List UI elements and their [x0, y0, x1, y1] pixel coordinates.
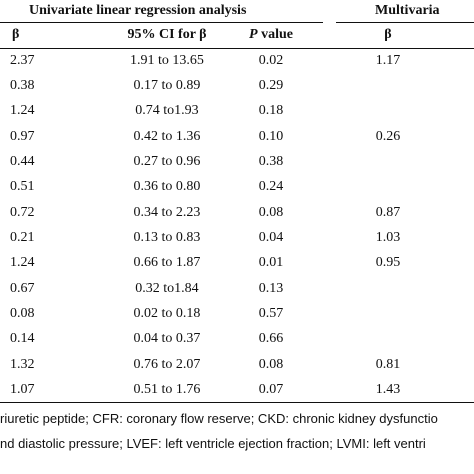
table-row: 0.97 0.42 to 1.36 0.10 0.26	[0, 126, 474, 151]
column-header-multivariate-beta: β	[384, 27, 392, 42]
cell-p-value: 0.07	[258, 382, 284, 397]
cell-beta: 1.24	[10, 255, 35, 270]
cell-multivariate-beta: 1.17	[375, 53, 401, 68]
cell-ci: 1.91 to 13.65	[130, 53, 204, 68]
cell-p-value: 0.02	[258, 53, 284, 68]
cell-beta: 0.72	[10, 205, 35, 220]
cell-multivariate-beta: 0.81	[375, 357, 401, 372]
cell-beta: 0.67	[10, 281, 35, 296]
footnote-line-1: riuretic peptide; CFR: coronary flow res…	[0, 411, 438, 426]
table-row: 0.72 0.34 to 2.23 0.08 0.87	[0, 202, 474, 227]
cell-p-value: 0.18	[258, 103, 284, 118]
table-row: 0.21 0.13 to 0.83 0.04 1.03	[0, 227, 474, 252]
multivariate-group-title: Multivaria	[375, 3, 440, 18]
p-value-suffix: value	[257, 27, 293, 42]
cell-multivariate-beta: 0.95	[375, 255, 401, 270]
column-header-beta: β	[12, 27, 20, 42]
cell-p-value: 0.66	[258, 331, 284, 346]
cell-p-value: 0.08	[258, 357, 284, 372]
cell-ci: 0.74 to1.93	[135, 103, 199, 118]
cell-p-value: 0.08	[258, 205, 284, 220]
cell-p-value: 0.24	[258, 179, 284, 194]
cell-multivariate-beta: 1.43	[375, 382, 401, 397]
cell-beta: 0.44	[10, 154, 35, 169]
cell-ci: 0.27 to 0.96	[133, 154, 201, 169]
cell-ci: 0.76 to 2.07	[133, 357, 201, 372]
table-row: 2.37 1.91 to 13.65 0.02 1.17	[0, 50, 474, 75]
cell-beta: 0.38	[10, 78, 35, 93]
cell-multivariate-beta: 0.26	[375, 129, 401, 144]
cell-ci: 0.36 to 0.80	[133, 179, 201, 194]
table-row: 0.44 0.27 to 0.96 0.38	[0, 151, 474, 176]
cell-multivariate-beta: 1.03	[375, 230, 401, 245]
cell-beta: 1.32	[10, 357, 35, 372]
column-header-ci: 95% CI for β	[127, 27, 207, 42]
cell-p-value: 0.13	[258, 281, 284, 296]
cell-beta: 0.51	[10, 179, 35, 194]
header-bottom-rule	[0, 48, 474, 49]
cell-ci: 0.66 to 1.87	[133, 255, 201, 270]
cell-p-value: 0.10	[258, 129, 284, 144]
cell-beta: 0.08	[10, 306, 35, 321]
cell-beta: 2.37	[10, 53, 35, 68]
cell-multivariate-beta: 0.87	[375, 205, 401, 220]
table-row: 0.67 0.32 to1.84 0.13	[0, 278, 474, 303]
table-row: 0.08 0.02 to 0.18 0.57	[0, 303, 474, 328]
univariate-group-rule	[0, 22, 323, 23]
cell-ci: 0.42 to 1.36	[133, 129, 201, 144]
cell-p-value: 0.57	[258, 306, 284, 321]
multivariate-group-rule	[336, 22, 474, 23]
cell-ci: 0.17 to 0.89	[133, 78, 201, 93]
cell-ci: 0.51 to 1.76	[133, 382, 201, 397]
cell-ci: 0.04 to 0.37	[133, 331, 201, 346]
table-row: 1.32 0.76 to 2.07 0.08 0.81	[0, 354, 474, 379]
cell-ci: 0.32 to1.84	[135, 281, 199, 296]
p-italic-label: P	[249, 27, 258, 42]
table-group-header: Univariate linear regression analysis Mu…	[0, 0, 474, 25]
cell-ci: 0.02 to 0.18	[133, 306, 201, 321]
cell-beta: 0.14	[10, 331, 35, 346]
table-bottom-rule	[0, 402, 474, 403]
table-row: 1.07 0.51 to 1.76 0.07 1.43	[0, 379, 474, 404]
cell-ci: 0.13 to 0.83	[133, 230, 201, 245]
cell-beta: 1.07	[10, 382, 35, 397]
column-header-p-value: P value	[229, 27, 313, 43]
table-row: 0.14 0.04 to 0.37 0.66	[0, 328, 474, 353]
cell-beta: 1.24	[10, 103, 35, 118]
cell-p-value: 0.29	[258, 78, 284, 93]
table-row: 1.24 0.66 to 1.87 0.01 0.95	[0, 252, 474, 277]
cell-ci: 0.34 to 2.23	[133, 205, 201, 220]
univariate-group-title: Univariate linear regression analysis	[29, 3, 247, 18]
footnote-line-2: nd diastolic pressure; LVEF: left ventri…	[0, 436, 426, 451]
cell-beta: 0.97	[10, 129, 35, 144]
cell-beta: 0.21	[10, 230, 35, 245]
table-row: 1.24 0.74 to1.93 0.18	[0, 100, 474, 125]
cell-p-value: 0.04	[258, 230, 284, 245]
table-row: 0.38 0.17 to 0.89 0.29	[0, 75, 474, 100]
table-row: 0.51 0.36 to 0.80 0.24	[0, 176, 474, 201]
cell-p-value: 0.38	[258, 154, 284, 169]
cell-p-value: 0.01	[258, 255, 284, 270]
